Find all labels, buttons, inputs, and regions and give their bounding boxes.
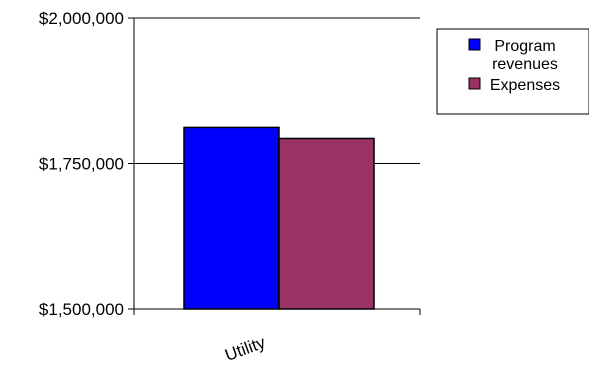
axes (128, 17, 421, 315)
legend-box (436, 28, 589, 115)
y-tick-label: $2,000,000 (39, 9, 124, 28)
y-tick-label: $1,500,000 (39, 300, 124, 319)
legend-label: Program revenues (492, 38, 558, 73)
bars (183, 126, 375, 310)
legend-label: Expenses (490, 77, 560, 94)
bar-expenses (278, 137, 375, 310)
x-tick-labels: Utility (222, 333, 268, 365)
legend-swatch-program-revenues (468, 38, 481, 51)
y-tick-labels: $1,500,000 $1,750,000 $2,000,000 (39, 9, 124, 319)
legend: Program revenues Expenses (436, 28, 589, 115)
bar-program-revenues (183, 126, 280, 310)
y-tick-label: $1,750,000 (39, 155, 124, 174)
legend-swatch-expenses (468, 77, 481, 90)
x-tick-label: Utility (222, 333, 268, 365)
